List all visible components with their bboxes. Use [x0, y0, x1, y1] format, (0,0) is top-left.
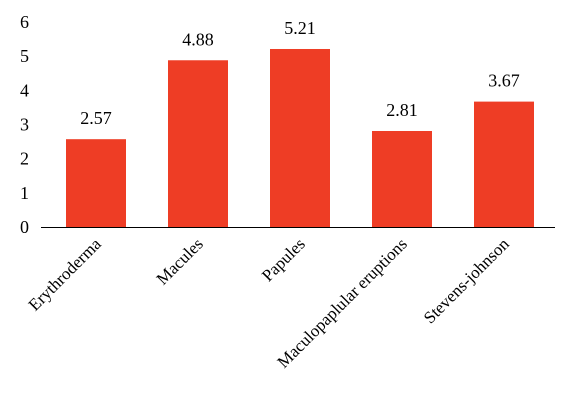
bars-group	[66, 48, 534, 228]
x-tick-label: Macules	[153, 234, 207, 288]
bar-value-label: 5.21	[284, 18, 316, 38]
x-axis-labels: Erythroderma Macules PapulesMaculopaplular…	[25, 234, 514, 372]
bar	[168, 60, 228, 228]
x-tick-label: Erythroderma	[25, 234, 106, 315]
y-tick-label: 0	[20, 217, 29, 237]
bar	[270, 48, 330, 227]
bar-value-label: 2.81	[386, 100, 418, 120]
y-axis-ticks: 0 1 2 3 4 5 6	[20, 12, 29, 237]
bar-value-label: 2.57	[80, 108, 112, 128]
x-tick-label: Papules	[258, 234, 309, 285]
data-labels-group: 2.57 4.88 5.21 2.81 3.67	[80, 18, 520, 128]
bar-value-label: 3.67	[488, 71, 520, 91]
bar-value-label: 4.88	[182, 29, 214, 49]
y-tick-label: 1	[20, 183, 29, 203]
x-tick-label: Stevens-johnson	[420, 234, 513, 327]
y-tick-label: 2	[20, 149, 29, 169]
bar	[474, 101, 534, 227]
y-tick-label: 5	[20, 46, 29, 66]
bar	[372, 130, 432, 227]
y-tick-label: 6	[20, 12, 29, 32]
bar	[66, 139, 126, 227]
y-tick-label: 4	[20, 80, 29, 100]
y-tick-label: 3	[20, 115, 29, 135]
